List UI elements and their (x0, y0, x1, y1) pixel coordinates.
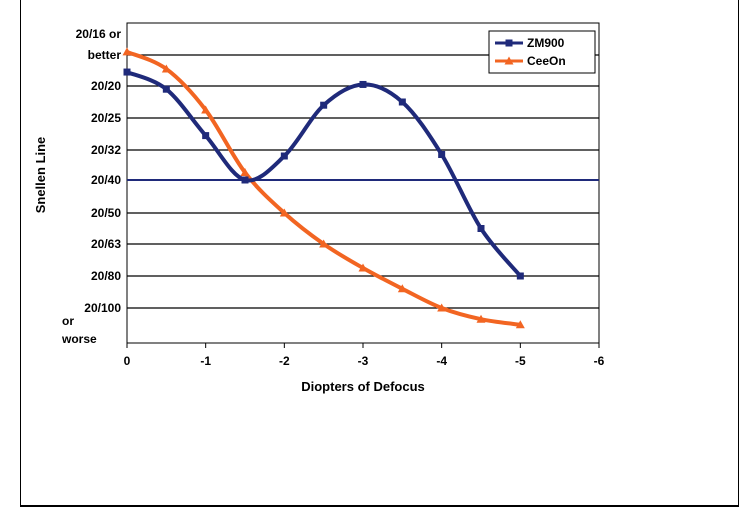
x-tick-label: -2 (279, 354, 290, 368)
legend: ZM900 CeeOn (488, 30, 596, 74)
data-point-zm900 (477, 225, 485, 232)
legend-box (488, 30, 596, 74)
x-tick-label: -6 (594, 354, 605, 368)
y-tick-label: 20/100 (84, 301, 121, 315)
chart-frame (20, 0, 739, 506)
y-axis-title: Snellen Line (33, 137, 48, 214)
series-ceeon (122, 47, 525, 329)
y-tick-label: 20/25 (91, 111, 121, 125)
series-zm900 (123, 68, 524, 280)
data-point-ceeon (319, 239, 329, 248)
data-point-zm900 (438, 151, 446, 158)
y-tick-label: 20/16 or better (76, 27, 122, 62)
x-axis-title: Diopters of Defocus (301, 379, 425, 394)
y-tick-label: 20/40 (91, 173, 121, 187)
data-point-ceeon (515, 320, 525, 329)
data-point-ceeon (122, 47, 132, 56)
data-point-zm900 (123, 68, 131, 76)
data-point-ceeon (397, 284, 407, 293)
data-point-ceeon (240, 168, 250, 176)
data-point-zm900 (202, 132, 210, 140)
data-point-zm900 (398, 98, 406, 106)
legend-entry-ceeon: CeeOn (495, 54, 566, 68)
series-layer (122, 47, 525, 329)
x-tick-label: -3 (358, 354, 369, 368)
x-tick-label: -4 (436, 354, 447, 368)
y-axis-ticks: 20/16 or better 20/20 20/25 20/32 20/40 20/50 2… (61, 27, 121, 346)
data-point-zm900 (241, 176, 249, 184)
y-tick-label: 20/80 (91, 269, 121, 283)
data-point-zm900 (320, 101, 328, 109)
x-axis-ticks: 0 -1 -2 -3 -4 -5 -6 (124, 343, 605, 368)
legend-marker (505, 39, 513, 47)
x-tick-label: -5 (515, 354, 526, 368)
data-point-zm900 (359, 80, 367, 88)
data-point-zm900 (162, 85, 170, 93)
legend-marker (504, 56, 514, 65)
data-point-ceeon (476, 314, 486, 323)
legend-entry-zm900: ZM900 (495, 36, 565, 50)
y-tick-label: 20/50 (91, 206, 121, 220)
y-tick-label: 20/63 (91, 237, 121, 251)
legend-label: CeeOn (527, 54, 566, 68)
legend-label: ZM900 (527, 36, 565, 50)
y-tick-label: 20/32 (91, 143, 121, 157)
data-point-ceeon (161, 64, 171, 73)
chart-frame-right (738, 0, 739, 506)
y-tick-label: or worse (61, 314, 97, 346)
x-tick-label: -1 (200, 354, 211, 368)
data-point-zm900 (280, 152, 288, 160)
x-tick-label: 0 (124, 354, 131, 368)
data-point-ceeon (279, 208, 289, 217)
y-tick-label: 20/20 (91, 79, 121, 93)
data-point-ceeon (201, 105, 211, 114)
data-point-zm900 (516, 272, 524, 280)
data-point-ceeon (358, 263, 368, 272)
data-point-ceeon (437, 303, 447, 312)
chart-frame-bottom (20, 506, 739, 507)
